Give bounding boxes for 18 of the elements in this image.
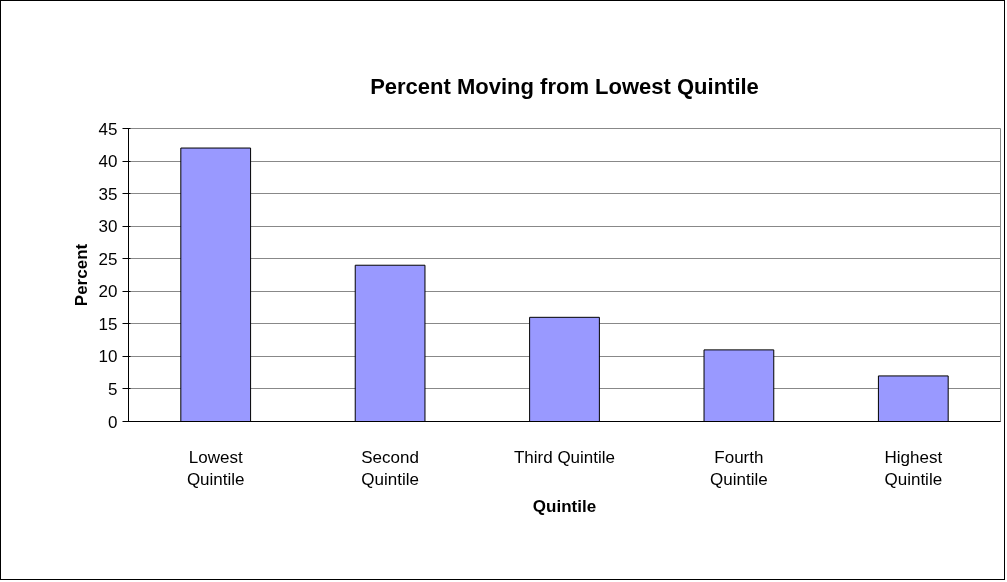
y-tick-label: 10 [98,347,118,367]
y-tick-label: 40 [98,152,118,172]
x-tick-label: Lowest Quintile [186,447,245,490]
x-tick-label: Highest Quintile [884,447,943,490]
y-tick-label: 45 [98,119,118,139]
y-axis-title: Percent [71,243,91,307]
y-tick-label: 30 [98,217,118,237]
y-tick-label: 15 [98,314,118,334]
y-tick-label: 35 [98,184,118,204]
x-tick-label: Third Quintile [513,447,616,467]
y-tick-label: 20 [98,282,118,302]
y-tick-label: 5 [108,379,118,399]
chart-title: Percent Moving from Lowest Quintile [370,73,759,99]
y-tick-label: 0 [108,412,118,432]
x-tick-label: Fourth Quintile [710,447,768,490]
x-axis-title: Quintile [532,497,597,517]
x-tick-label: Second Quintile [361,447,419,490]
y-tick-label: 25 [98,249,118,269]
